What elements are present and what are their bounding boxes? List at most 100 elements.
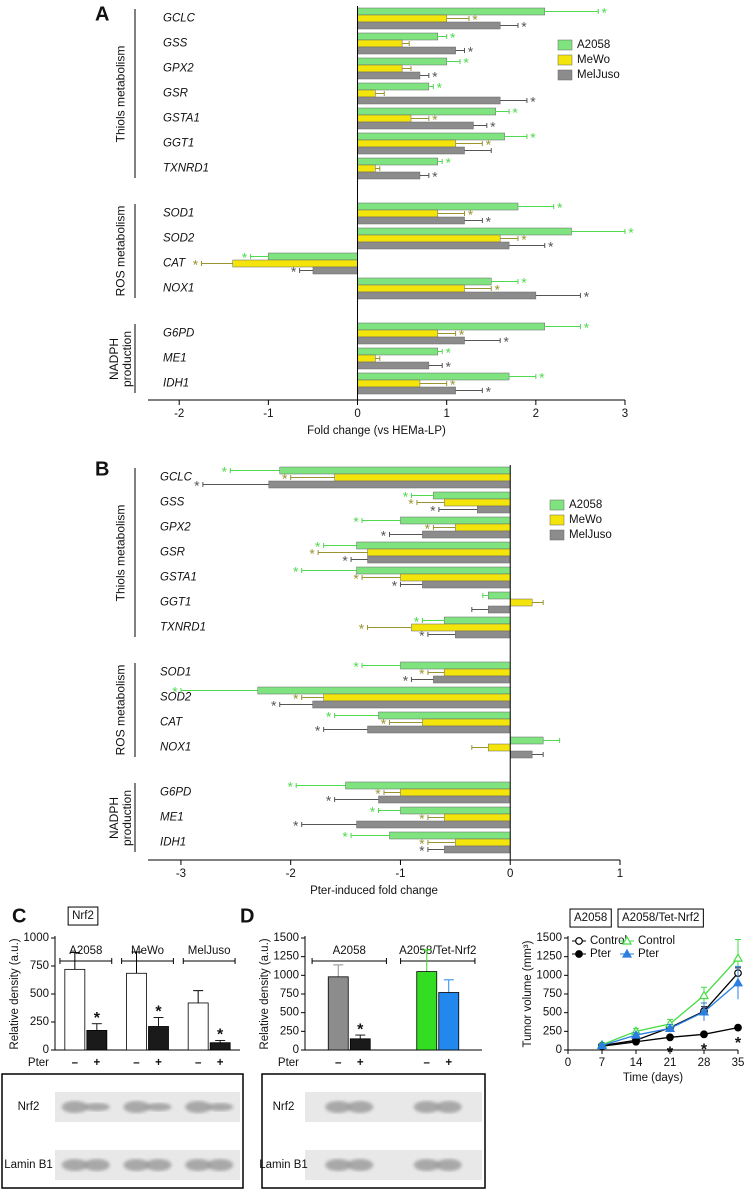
y-tick-label: 250 — [30, 1016, 49, 1028]
x-tick-label: 1 — [617, 868, 623, 880]
x-tick-label: 3 — [622, 408, 628, 420]
significance-star: * — [381, 716, 387, 732]
legend-label: MelJuso — [577, 69, 620, 81]
significance-star: * — [353, 571, 359, 587]
blot-strip — [55, 1150, 240, 1180]
significance-star: * — [419, 843, 425, 859]
bar — [357, 361, 430, 370]
y-tick-label: 1000 — [273, 969, 299, 981]
category-label: GCLC — [160, 472, 193, 484]
y-tick-label: 0 — [293, 1044, 299, 1056]
bar — [433, 675, 511, 684]
bar — [357, 379, 421, 388]
factor-level: – — [72, 1057, 79, 1069]
panel-letter: A — [95, 3, 109, 25]
significance-star: * — [309, 546, 315, 562]
bar — [477, 505, 511, 514]
bar — [356, 541, 511, 550]
bar — [367, 548, 511, 557]
significance-star: * — [392, 578, 398, 594]
bar — [400, 516, 511, 525]
legend-marker — [575, 937, 583, 945]
legend-marker — [621, 935, 633, 945]
category-label: MelJuso — [188, 945, 231, 957]
y-axis-title: Relative density (a.u.) — [259, 938, 271, 1049]
significance-star: * — [326, 793, 332, 809]
significance-star: * — [282, 471, 288, 487]
bar — [455, 630, 511, 639]
legend-label: A2058 — [577, 39, 610, 51]
blot-label: Lamin B1 — [4, 1159, 53, 1171]
blot-strip — [55, 1092, 240, 1122]
legend-marker — [575, 950, 583, 958]
category-label: GGT1 — [160, 597, 191, 609]
point — [698, 1006, 710, 1016]
significance-star: * — [326, 709, 332, 725]
factor-level: – — [133, 1057, 140, 1069]
category-label: CAT — [160, 717, 183, 729]
bar — [268, 480, 511, 489]
significance-star: * — [430, 503, 436, 519]
point — [732, 952, 744, 962]
y-axis-title: Tumor volume (mm³) — [522, 940, 534, 1047]
bar — [357, 64, 403, 73]
category-label: GSTA1 — [163, 113, 200, 125]
group-label: ROS metabolism — [113, 205, 128, 297]
bar — [357, 96, 501, 105]
y-tick-label: 750 — [543, 988, 562, 1000]
legend-swatch — [557, 69, 573, 81]
bar — [126, 972, 147, 1051]
bar — [357, 157, 439, 166]
significance-star: * — [584, 289, 590, 305]
bar — [357, 241, 510, 250]
bar — [378, 795, 511, 804]
category-label: SOD2 — [160, 692, 192, 704]
group-label: NADPH production — [107, 789, 134, 846]
factor-level: – — [335, 1057, 342, 1069]
blot-label: Nrf2 — [18, 1101, 40, 1113]
y-tick-label: 1500 — [273, 932, 299, 944]
category-label: GSS — [163, 38, 188, 50]
bar — [357, 386, 456, 395]
category-label: TXNRD1 — [163, 163, 209, 175]
bar — [356, 820, 511, 829]
significance-star: * — [521, 232, 527, 248]
bar — [279, 466, 511, 475]
bar — [488, 605, 511, 614]
category-label: CAT — [163, 258, 186, 270]
bar — [312, 266, 358, 275]
y-tick-label: 500 — [280, 1007, 299, 1019]
bar — [455, 523, 511, 532]
bar — [357, 171, 421, 180]
category-label: IDH1 — [163, 378, 189, 390]
y-tick-label: 0 — [556, 1044, 562, 1056]
blot-frame — [261, 1073, 486, 1189]
legend-group-box — [569, 908, 612, 928]
significance-star: * — [445, 155, 451, 171]
y-tick-label: 500 — [543, 1007, 562, 1019]
legend-label: MeWo — [569, 514, 602, 526]
bar — [367, 725, 511, 734]
x-tick-label: -1 — [263, 408, 273, 420]
bar — [433, 491, 511, 500]
bar — [357, 139, 456, 148]
significance-star: * — [459, 327, 465, 343]
significance-star: * — [445, 345, 451, 361]
category-label: SOD1 — [160, 667, 191, 679]
significance-star: * — [584, 320, 590, 336]
bar — [400, 661, 511, 670]
significance-star: * — [155, 1004, 162, 1021]
bar — [357, 372, 510, 381]
category-label: GSS — [160, 497, 185, 509]
bar — [357, 329, 439, 338]
x-tick-label: 35 — [732, 1057, 745, 1069]
bar — [357, 216, 465, 225]
bar — [357, 14, 447, 23]
legend-swatch — [549, 529, 565, 541]
bar — [86, 1030, 108, 1051]
group-label: NADPH production — [107, 330, 134, 387]
legend-group-box — [617, 908, 704, 928]
legend-swatch — [557, 39, 573, 51]
panel-letter: D — [240, 905, 254, 927]
point — [700, 1030, 708, 1039]
